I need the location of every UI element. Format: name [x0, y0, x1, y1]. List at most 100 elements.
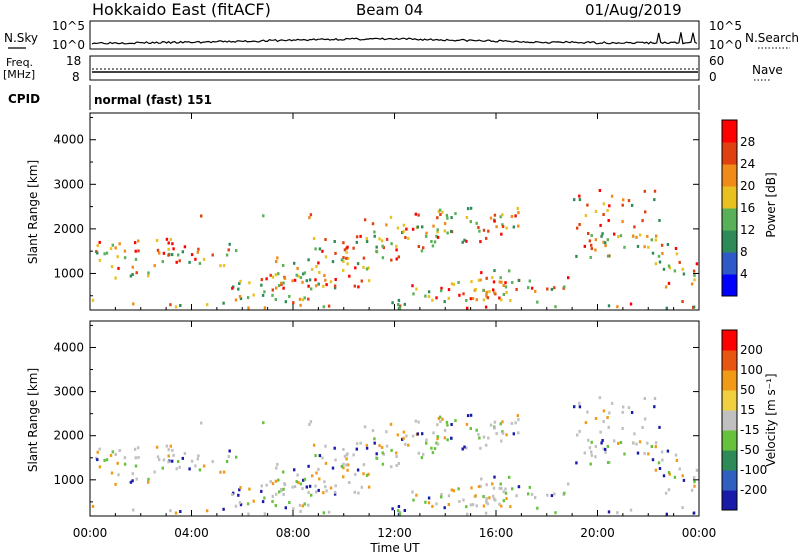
power-echo-cell: [365, 240, 369, 243]
velocity-echo-cell: [347, 463, 350, 467]
power-echo-cell: [314, 247, 317, 251]
velocity-echo-cell: [323, 480, 326, 484]
power-echo-cell: [651, 251, 655, 255]
velocity-echo-cell: [482, 435, 486, 439]
velocity-echo-cell: [397, 509, 400, 513]
velocity-echo-cell: [622, 405, 625, 409]
velocity-echo-cell: [96, 458, 99, 462]
power-echo-cell: [445, 213, 449, 217]
velocity-echo-cell: [433, 447, 437, 451]
velocity-echo-cell: [129, 480, 133, 484]
power-echo-cell: [206, 303, 209, 307]
cpid-label: CPID: [8, 92, 40, 106]
velocity-echo-cell: [231, 493, 234, 496]
velocity-echo-cell: [307, 491, 310, 494]
power-echo-cell: [479, 240, 482, 244]
power-echo-cell: [415, 287, 418, 291]
power-echo-cell: [299, 303, 302, 307]
power-echo-cell: [325, 283, 328, 287]
velocity-echo-cell: [493, 420, 497, 424]
velocity-echo-cell: [397, 505, 401, 508]
power-echo-cell: [98, 240, 101, 244]
power-echo-cell: [91, 298, 95, 302]
power-echo-cell: [608, 204, 611, 208]
power-echo-cell: [492, 288, 495, 292]
power-echo-cell: [599, 223, 602, 227]
power-echo-cell: [657, 254, 661, 258]
velocity-echo-cell: [342, 475, 345, 479]
x-tick-label: 20:00: [580, 526, 615, 540]
power-echo-cell: [471, 297, 475, 300]
power-echo-cell: [158, 251, 161, 255]
power-echo-cell: [175, 260, 178, 264]
velocity-echo-cell: [602, 447, 605, 451]
velocity-echo-cell: [105, 458, 109, 462]
power-echo-cell: [667, 264, 671, 268]
velocity-echo-cell: [692, 511, 696, 515]
velocity-echo-cell: [664, 491, 668, 495]
velocity-echo-cell: [650, 445, 653, 448]
nsky-right-label: N.Search: [745, 31, 799, 45]
velocity-echo-cell: [378, 444, 381, 448]
velocity-echo-cell: [324, 461, 328, 465]
power-echo-cell: [342, 268, 345, 272]
power-echo-cell: [345, 250, 348, 254]
velocity-echo-cell: [424, 500, 427, 504]
velocity-echo-cell: [504, 491, 508, 495]
velocity-echo-cell: [314, 454, 317, 458]
power-echo-cell: [348, 274, 351, 278]
velocity-echo-cell: [345, 457, 348, 461]
velocity-colorbar-band: [722, 410, 737, 431]
power-echo-cell: [312, 237, 316, 240]
power-echo-cell: [485, 290, 488, 294]
power-echo-cell: [469, 220, 472, 224]
velocity-echo-cell: [362, 463, 366, 467]
power-echo-cell: [667, 281, 671, 285]
velocity-echo-cell: [135, 477, 138, 481]
velocity-echo-cell: [355, 447, 358, 451]
power-echo-cell: [567, 276, 570, 280]
power-echo-cell: [485, 236, 488, 240]
power-echo-cell: [458, 293, 461, 297]
power-echo-cell: [602, 213, 605, 216]
power-echo-cell: [331, 260, 335, 264]
velocity-echo-cell: [404, 442, 407, 446]
velocity-echo-cell: [657, 461, 661, 465]
velocity-echo-cell: [111, 450, 114, 454]
power-echo-cell: [375, 245, 378, 249]
power-echo-cell: [638, 233, 642, 237]
velocity-echo-cell: [303, 477, 307, 481]
velocity-echo-cell: [103, 458, 106, 462]
velocity-echo-cell: [114, 453, 117, 456]
power-ylabel: Slant Range [km]: [26, 160, 40, 264]
velocity-echo-cell: [402, 436, 405, 440]
velocity-echo-cell: [631, 441, 635, 445]
power-echo-cell: [365, 237, 368, 241]
power-echo-cell: [211, 253, 214, 257]
power-echo-cell: [340, 258, 344, 262]
velocity-echo-cell: [439, 420, 442, 423]
power-echo-cell: [629, 302, 633, 306]
power-echo-cell: [109, 247, 113, 251]
power-echo-cell: [673, 269, 677, 273]
power-colorbar-band: [722, 208, 737, 231]
velocity-colorbar-band: [722, 490, 737, 511]
power-echo-cell: [153, 264, 156, 268]
power-echo-cell: [197, 247, 200, 251]
power-echo-cell: [594, 238, 598, 242]
power-echo-cell: [465, 239, 468, 243]
power-echo-cell: [664, 285, 668, 289]
velocity-echo-cell: [502, 499, 505, 503]
power-echo-cell: [317, 261, 320, 265]
velocity-echo-cell: [395, 464, 398, 467]
power-echo-cell: [262, 214, 265, 218]
velocity-echo-cell: [403, 509, 406, 512]
power-echo-cell: [436, 230, 439, 234]
velocity-echo-cell: [646, 441, 649, 445]
velocity-echo-cell: [118, 449, 121, 452]
velocity-echo-cell: [610, 401, 614, 405]
velocity-echo-cell: [491, 482, 494, 486]
power-echo-cell: [355, 240, 358, 244]
power-echo-cell: [454, 212, 457, 216]
velocity-echo-cell: [500, 439, 503, 443]
